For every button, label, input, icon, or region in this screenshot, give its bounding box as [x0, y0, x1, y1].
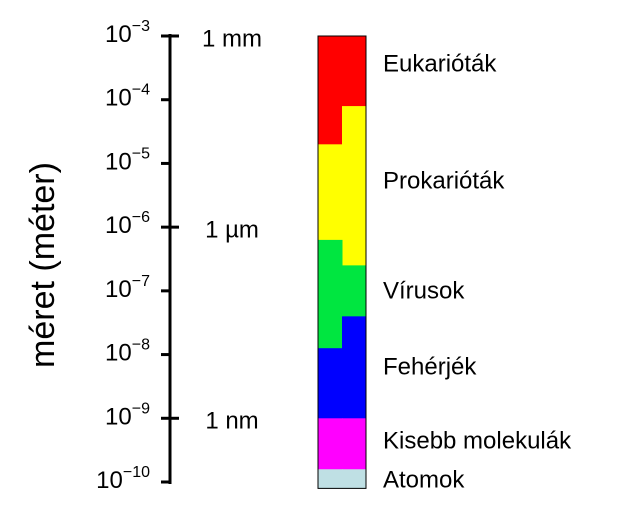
group-label: Fehérjék — [383, 353, 477, 380]
unit-label: 1 µm — [205, 216, 259, 243]
size-range — [342, 469, 367, 489]
size-range — [318, 418, 343, 470]
tick-base: 10 — [96, 467, 123, 494]
tick-exponent: −7 — [132, 273, 150, 290]
size-range — [318, 469, 343, 489]
group-label: Vírusok — [383, 277, 465, 304]
tick-label: 10−6 — [105, 209, 150, 239]
size-range — [342, 106, 367, 266]
unit-label: 1 mm — [202, 25, 262, 52]
tick-exponent: −9 — [132, 401, 150, 418]
tick-label: 10−8 — [105, 337, 150, 367]
axis-label: méret (méter) — [24, 162, 62, 368]
tick-label: 10−3 — [105, 18, 150, 48]
tick-label: 10−4 — [105, 82, 150, 112]
tick-label: 10−10 — [96, 464, 150, 494]
tick-exponent: −10 — [123, 464, 150, 481]
tick-base: 10 — [105, 404, 132, 431]
tick-exponent: −5 — [132, 146, 150, 163]
group-label: Eukarióták — [383, 50, 497, 77]
tick-base: 10 — [105, 212, 132, 239]
tick-exponent: −6 — [132, 209, 150, 226]
size-range — [318, 348, 343, 419]
size-range — [318, 36, 343, 145]
tick-label: 10−9 — [105, 401, 150, 431]
group-label: Prokarióták — [383, 167, 505, 194]
size-range — [342, 418, 367, 470]
tick-label: 10−7 — [105, 273, 150, 303]
tick-exponent: −4 — [132, 82, 150, 99]
tick-label: 10−5 — [105, 146, 150, 176]
size-range — [342, 316, 367, 419]
tick-exponent: −3 — [132, 18, 150, 35]
group-label: Atomok — [383, 466, 465, 493]
tick-exponent: −8 — [132, 337, 150, 354]
group-label: Kisebb molekulák — [383, 427, 572, 454]
tick-base: 10 — [105, 276, 132, 303]
tick-base: 10 — [105, 21, 132, 48]
column-border — [317, 35, 367, 489]
size-range — [318, 239, 343, 349]
size-range — [342, 36, 367, 107]
tick-base: 10 — [105, 85, 132, 112]
unit-label: 1 nm — [205, 408, 258, 435]
size-range — [342, 265, 367, 317]
size-range — [318, 144, 343, 241]
tick-base: 10 — [105, 149, 132, 176]
tick-base: 10 — [105, 340, 132, 367]
